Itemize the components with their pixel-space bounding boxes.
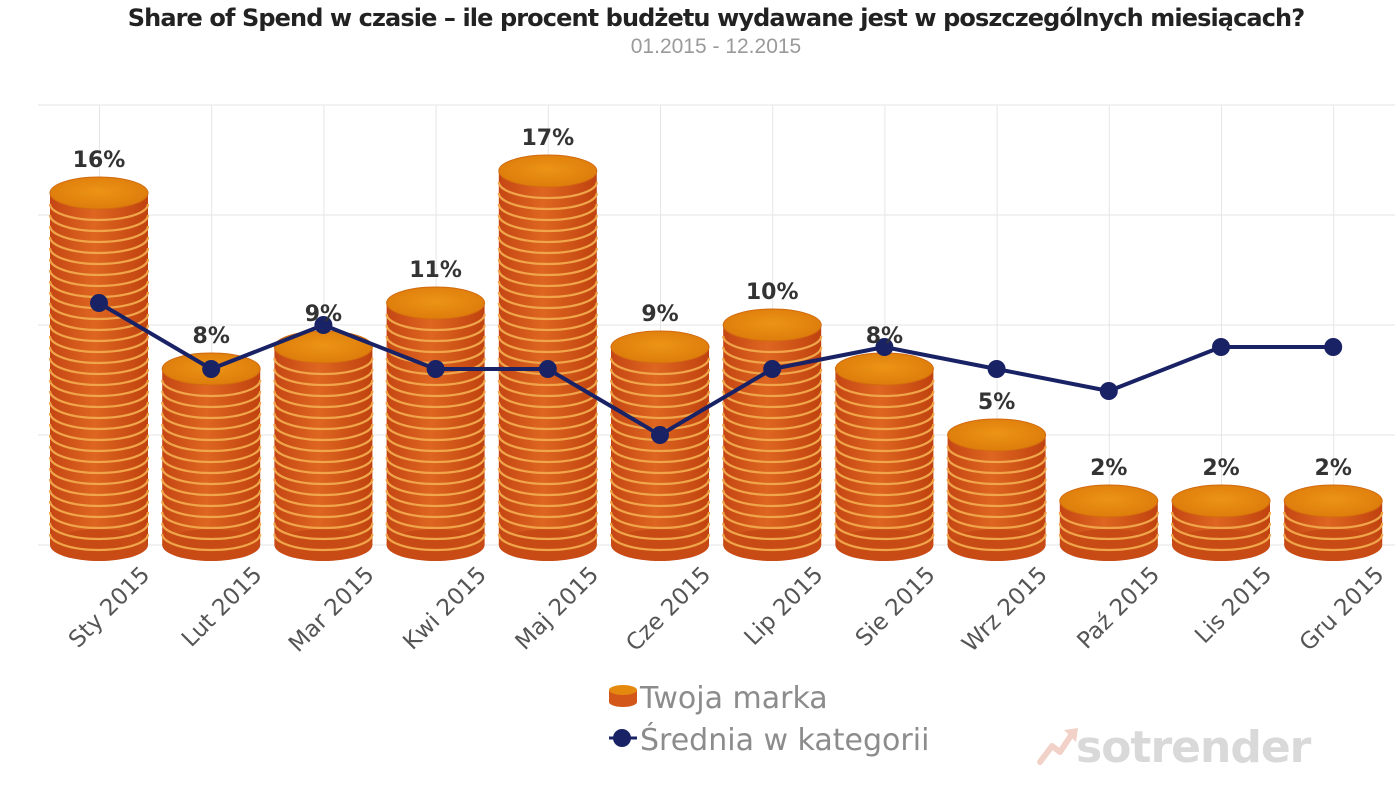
average-marker[interactable] xyxy=(763,360,782,378)
data-label: 9% xyxy=(305,302,342,327)
bar-lut-2015[interactable] xyxy=(161,352,262,561)
x-tick-label: Gru 2015 xyxy=(1295,562,1390,657)
x-tick-label: Lip 2015 xyxy=(740,562,829,651)
chart-subtitle: 01.2015 - 12.2015 xyxy=(630,35,802,58)
x-tick-label: Sie 2015 xyxy=(851,562,941,652)
data-label: 2% xyxy=(1202,456,1239,481)
average-marker[interactable] xyxy=(314,316,333,334)
bar-kwi-2015[interactable] xyxy=(385,286,486,561)
legend-item-srednia[interactable]: Średnia w kategorii xyxy=(609,721,929,758)
bar-mar-2015[interactable] xyxy=(273,330,374,561)
bar-sie-2015[interactable] xyxy=(834,352,935,561)
trend-arrow-icon xyxy=(1037,728,1078,765)
data-label: 2% xyxy=(1315,456,1352,481)
data-label: 8% xyxy=(193,324,230,349)
x-axis-ticks: Sty 2015 Lut 2015 Mar 2015 Kwi 2015 Maj 2015… xyxy=(64,562,1389,658)
average-marker[interactable] xyxy=(987,360,1006,378)
x-tick-label: Lis 2015 xyxy=(1190,562,1277,649)
average-marker[interactable] xyxy=(1324,338,1343,356)
bar-sty-2015[interactable] xyxy=(48,176,150,561)
x-tick-label: Sty 2015 xyxy=(64,562,155,653)
bar-wrz-2015[interactable] xyxy=(946,418,1047,561)
data-label: 10% xyxy=(746,280,799,305)
average-marker[interactable] xyxy=(1099,382,1118,400)
average-marker[interactable] xyxy=(651,426,669,444)
average-line xyxy=(97,301,1334,437)
legend: Twoja marka Średnia w kategorii xyxy=(609,681,929,758)
bar-lip-2015[interactable] xyxy=(722,308,823,561)
bar-maj-2015[interactable] xyxy=(497,154,598,561)
bar-gru-2015[interactable] xyxy=(1283,484,1384,561)
average-marker[interactable] xyxy=(538,360,557,378)
legend-label-srednia: Średnia w kategorii xyxy=(640,721,929,758)
data-label: 17% xyxy=(521,126,574,151)
bar-series-twoja-marka xyxy=(48,154,1384,561)
data-label: 11% xyxy=(409,258,462,283)
chart-title: Share of Spend w czasie – ile procent bu… xyxy=(127,4,1305,32)
line-marker-legend-icon xyxy=(609,729,637,747)
average-marker[interactable] xyxy=(90,294,108,312)
average-marker[interactable] xyxy=(875,338,894,356)
legend-item-twoja-marka[interactable]: Twoja marka xyxy=(609,681,828,716)
x-tick-label: Cze 2015 xyxy=(621,562,716,657)
bar-paź-2015[interactable] xyxy=(1058,484,1159,561)
bar-cze-2015[interactable] xyxy=(609,330,711,561)
x-tick-label: Paź 2015 xyxy=(1073,562,1166,655)
legend-label-twoja-marka: Twoja marka xyxy=(639,681,828,716)
line-series-srednia xyxy=(90,294,1343,444)
brand-wordmark: sotrender xyxy=(1076,722,1312,773)
average-marker[interactable] xyxy=(426,360,445,378)
data-label: 8% xyxy=(866,324,903,349)
data-label: 5% xyxy=(978,390,1015,415)
average-marker[interactable] xyxy=(202,360,221,378)
x-tick-label: Maj 2015 xyxy=(511,562,604,655)
x-tick-label: Mar 2015 xyxy=(284,562,380,658)
x-tick-label: Wrz 2015 xyxy=(957,562,1053,658)
data-label: 16% xyxy=(73,148,126,173)
average-marker[interactable] xyxy=(1212,338,1230,356)
bar-lis-2015[interactable] xyxy=(1170,484,1272,561)
data-label: 2% xyxy=(1090,456,1127,481)
coin-legend-icon xyxy=(609,685,637,707)
sotrender-logo: sotrender xyxy=(1037,722,1313,773)
x-tick-label: Lut 2015 xyxy=(177,562,267,652)
data-label: 9% xyxy=(641,302,678,327)
x-tick-label: Kwi 2015 xyxy=(398,562,491,655)
data-labels: 16% 8% 9% 11% 17% 9% 10% 8% 5% 2% 2% 2% xyxy=(73,126,1352,481)
